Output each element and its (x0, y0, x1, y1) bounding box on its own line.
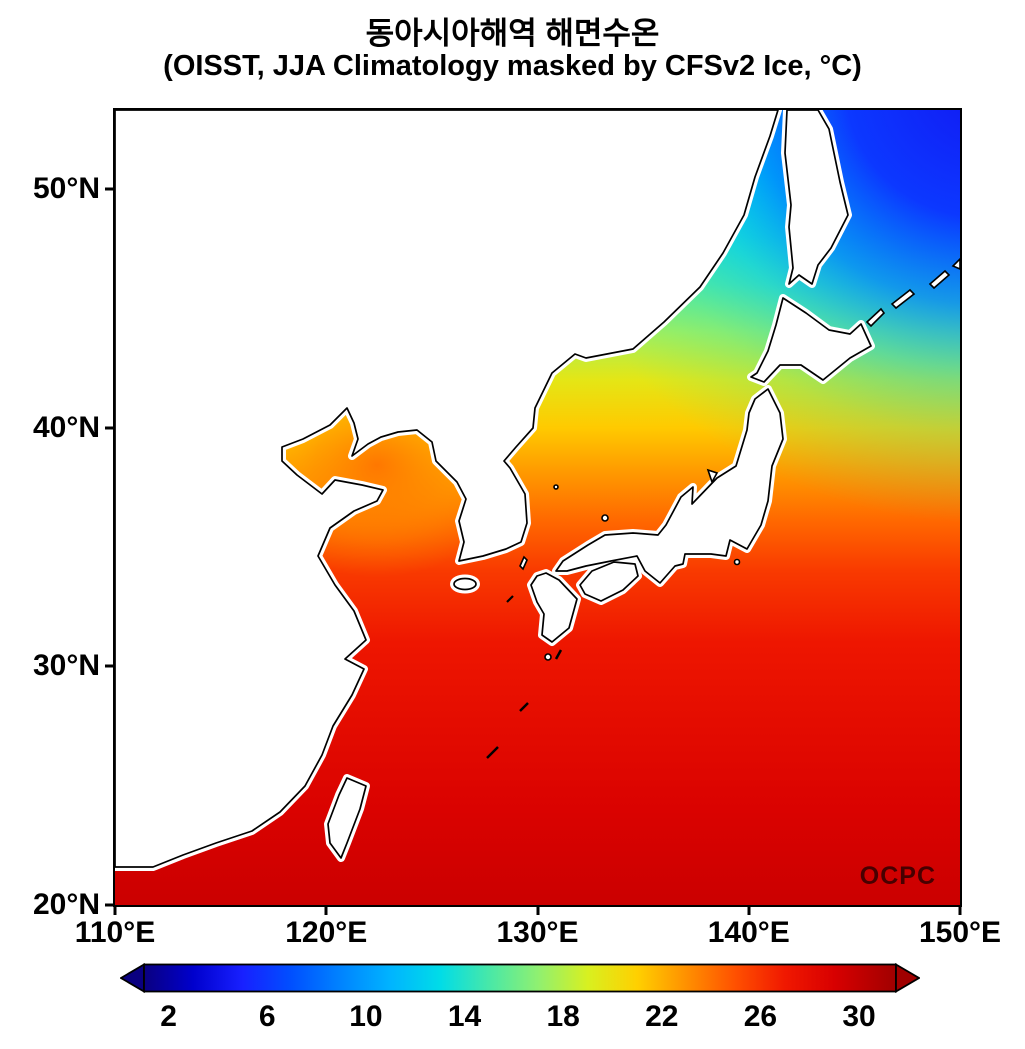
x-tick-mark (747, 907, 751, 915)
kunashir-island (865, 307, 886, 328)
yakushima-island (544, 653, 552, 661)
chart-subtitle: (OISST, JJA Climatology masked by CFSv2 … (163, 50, 862, 82)
kuril-island-edge (951, 257, 960, 270)
izu-oshima-island (733, 558, 741, 566)
small-islands (486, 257, 960, 759)
x-tick-label: 150°E (918, 916, 1002, 949)
colorbar-tick-label: 14 (447, 1000, 482, 1033)
tanegashima-island (554, 649, 563, 660)
colorbar-tick-label: 6 (258, 1000, 276, 1033)
y-tick-label: 20°N (32, 888, 100, 921)
x-tick-label: 110°E (74, 916, 156, 949)
x-tick-mark (113, 907, 117, 915)
ocpc-watermark: OCPC (859, 862, 936, 890)
colorbar-left-arrow (120, 963, 145, 993)
x-tick-label: 120°E (285, 916, 368, 949)
colorbar-gradient-bar (143, 963, 897, 993)
colorbar-tick-label: 2 (160, 1000, 177, 1033)
amami-island (519, 702, 529, 712)
colorbar-tick-label: 30 (842, 1000, 876, 1033)
colorbar-tick-label: 10 (349, 1000, 383, 1033)
y-tick-mark (105, 426, 113, 430)
colorbar (120, 963, 920, 993)
colorbar-tick-label: 22 (645, 1000, 679, 1033)
y-tick-mark (105, 664, 113, 668)
chart-title: 동아시아해역 해면수온 (365, 16, 660, 51)
colorbar-right-arrow (895, 963, 920, 993)
y-tick-mark (105, 903, 113, 907)
jeju-coastline (453, 577, 477, 591)
colorbar-tick-label: 26 (743, 1000, 778, 1033)
x-tick-mark (958, 907, 962, 915)
sst-map (115, 110, 960, 905)
oki-islands (601, 514, 609, 522)
x-tick-label: 130°E (496, 916, 579, 949)
sado-island (706, 468, 719, 484)
goto-islands (506, 595, 514, 603)
iturup-island (890, 288, 916, 310)
ulleungdo-island (553, 484, 559, 490)
colorbar-tick-label: 18 (546, 1000, 580, 1033)
y-tick-label: 40°N (32, 410, 100, 444)
map-plot: OCPC (113, 108, 962, 907)
y-tick-label: 30°N (32, 649, 100, 683)
x-tick-mark (324, 907, 328, 915)
urup-island (928, 269, 951, 290)
y-tick-mark (105, 187, 113, 191)
tsushima-island (519, 555, 528, 571)
okinawa-island (486, 746, 499, 759)
y-tick-label: 50°N (32, 171, 100, 205)
x-tick-label: 140°E (707, 916, 790, 949)
x-tick-mark (536, 907, 539, 915)
